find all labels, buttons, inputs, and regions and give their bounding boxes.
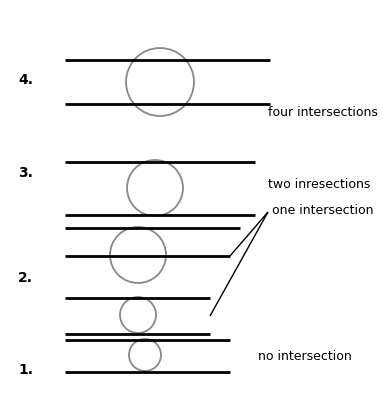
Text: four intersections: four intersections [268, 106, 378, 118]
Text: one intersection: one intersection [272, 203, 374, 217]
Text: 3.: 3. [18, 166, 33, 180]
Text: two inresections: two inresections [268, 178, 370, 192]
Text: no intersection: no intersection [258, 349, 352, 363]
Text: 4.: 4. [18, 73, 33, 87]
Text: 2.: 2. [18, 271, 33, 285]
Text: 1.: 1. [18, 363, 33, 377]
